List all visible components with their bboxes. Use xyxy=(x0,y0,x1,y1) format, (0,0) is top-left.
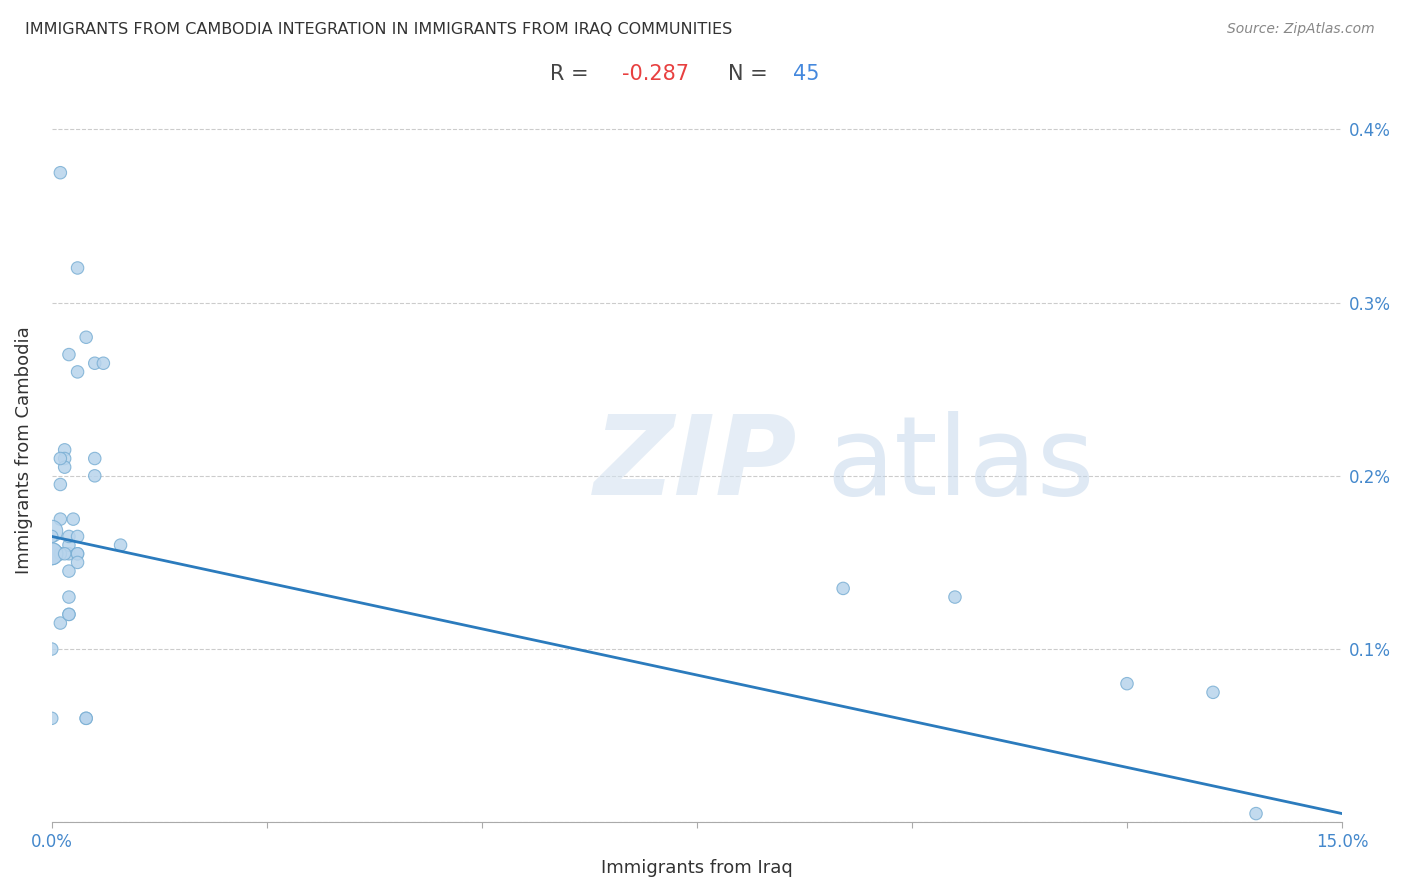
Point xyxy=(66,529,89,543)
Point xyxy=(1202,685,1225,699)
Point xyxy=(53,547,76,561)
Point xyxy=(49,451,72,466)
Point xyxy=(41,524,63,539)
Point xyxy=(41,547,63,561)
Text: N =: N = xyxy=(728,63,775,84)
Point xyxy=(66,365,89,379)
Point xyxy=(49,512,72,526)
Point xyxy=(41,711,63,725)
Point xyxy=(62,512,84,526)
Point xyxy=(110,538,132,552)
Point xyxy=(75,330,97,344)
Point xyxy=(53,451,76,466)
Text: Source: ZipAtlas.com: Source: ZipAtlas.com xyxy=(1227,22,1375,37)
Text: R =: R = xyxy=(550,63,596,84)
Point xyxy=(66,260,89,275)
Point xyxy=(58,547,80,561)
Text: ZIP: ZIP xyxy=(593,411,797,518)
Point xyxy=(66,556,89,570)
Point xyxy=(41,642,63,657)
Text: -0.287: -0.287 xyxy=(621,63,689,84)
Point xyxy=(41,547,63,561)
Point xyxy=(49,477,72,491)
Point xyxy=(66,547,89,561)
Point xyxy=(75,711,97,725)
Point xyxy=(58,529,80,543)
Point xyxy=(49,547,72,561)
Point xyxy=(83,356,105,370)
Point xyxy=(1116,676,1139,690)
Text: 45: 45 xyxy=(793,63,820,84)
Point xyxy=(53,460,76,475)
Point xyxy=(943,590,966,604)
Point xyxy=(1244,806,1267,821)
Point xyxy=(58,348,80,362)
Point xyxy=(75,711,97,725)
Point xyxy=(58,564,80,578)
Point xyxy=(49,166,72,180)
Point xyxy=(832,582,855,596)
X-axis label: Immigrants from Iraq: Immigrants from Iraq xyxy=(600,859,793,877)
Point xyxy=(41,529,63,543)
Point xyxy=(58,590,80,604)
Point xyxy=(83,468,105,483)
Point xyxy=(83,451,105,466)
Text: atlas: atlas xyxy=(825,411,1094,518)
Point xyxy=(53,442,76,457)
Point xyxy=(49,615,72,630)
Point xyxy=(66,547,89,561)
Point xyxy=(58,607,80,622)
Point xyxy=(58,607,80,622)
Point xyxy=(58,538,80,552)
Point xyxy=(93,356,115,370)
Y-axis label: Immigrants from Cambodia: Immigrants from Cambodia xyxy=(15,326,32,574)
Point xyxy=(49,547,72,561)
Text: IMMIGRANTS FROM CAMBODIA INTEGRATION IN IMMIGRANTS FROM IRAQ COMMUNITIES: IMMIGRANTS FROM CAMBODIA INTEGRATION IN … xyxy=(25,22,733,37)
